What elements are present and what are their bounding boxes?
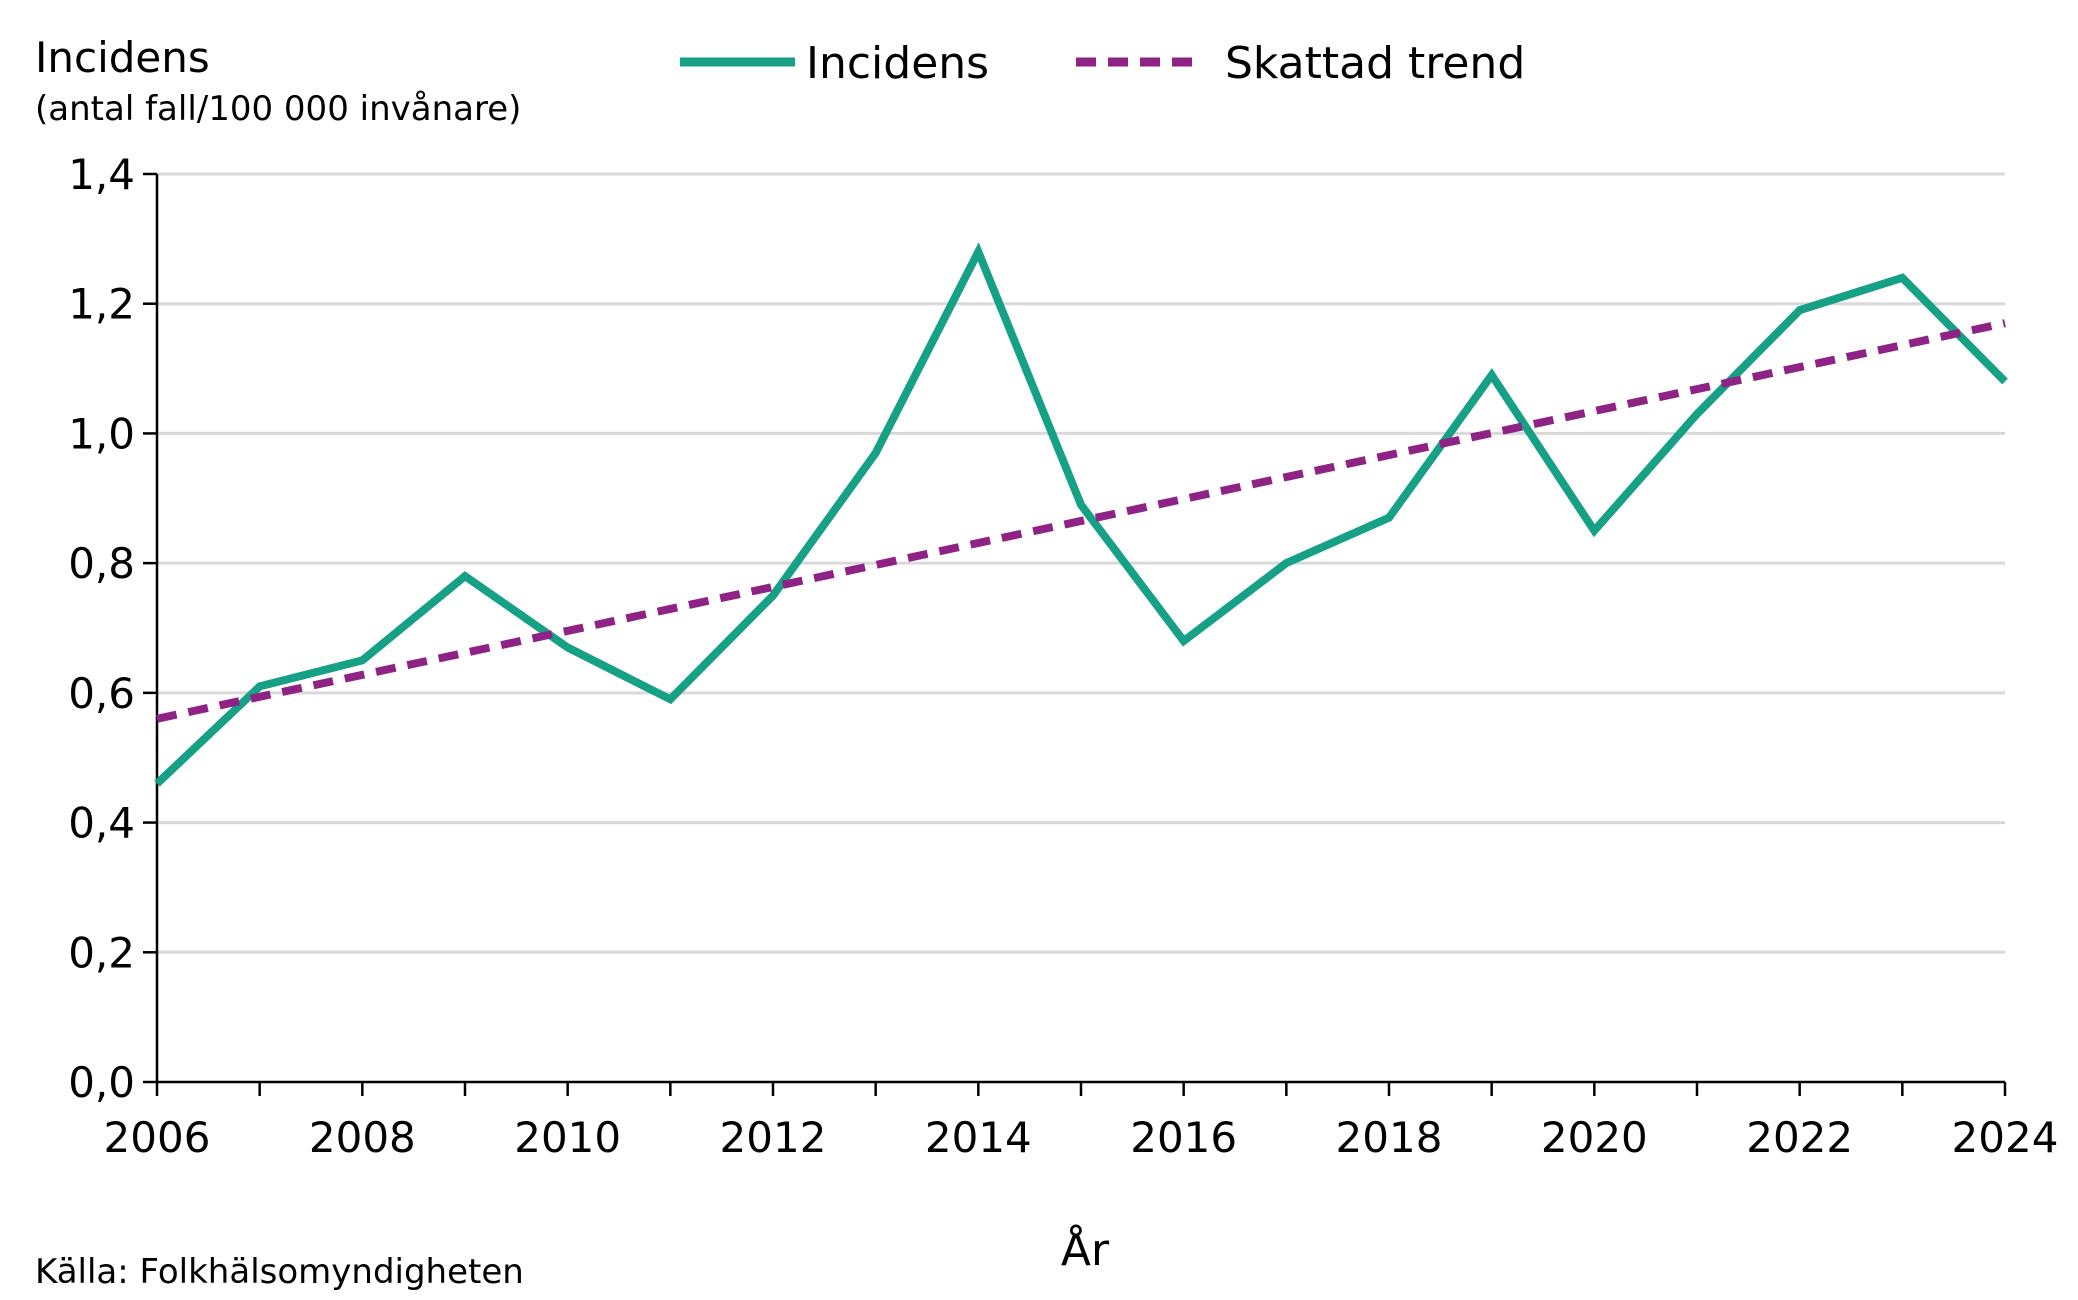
y-axis-ticks: 0,0 0,2 0,4 0,6 0,8 1,0 1,2 1,4 [68,150,157,1107]
x-tick-label-2: 2010 [514,1113,621,1162]
y-tick-label-2: 0,4 [68,799,135,848]
y-tick-label-4: 0,8 [68,539,135,588]
series-layer [154,242,2008,787]
x-tick-label-3: 2012 [720,1113,827,1162]
legend-label-incidens: Incidens [806,38,989,89]
y-tick-label-6: 1,2 [68,280,135,329]
gridlines [157,172,2005,954]
y-tick-label-1: 0,2 [68,928,135,977]
y-tick-label-7: 1,4 [68,150,135,199]
x-tick-label-1: 2008 [309,1113,416,1162]
source-note: Källa: Folkhälsomyndigheten [35,1252,524,1292]
x-tick-label-6: 2018 [1336,1113,1443,1162]
y-axis-title: Incidens [35,33,210,82]
y-axis-subtitle: (antal fall/100 000 invånare) [35,89,521,129]
x-tick-label-5: 2016 [1130,1113,1237,1162]
series-line-incidens [154,242,2008,787]
y-tick-label-0: 0,0 [68,1058,135,1107]
x-tick-label-7: 2020 [1541,1113,1648,1162]
x-tick-label-9: 2024 [1952,1113,2059,1162]
axes [155,174,2005,1084]
x-axis-title: År [1061,1223,1110,1276]
series-line-trend [156,319,2006,723]
legend-label-trend: Skattad trend [1225,38,1525,89]
x-tick-label-4: 2014 [925,1113,1032,1162]
y-tick-label-3: 0,6 [68,669,135,718]
legend: Incidens Skattad trend [680,38,1525,89]
y-tick-label-5: 1,0 [68,409,135,458]
x-tick-label-0: 2006 [104,1113,211,1162]
x-tick-label-8: 2022 [1746,1113,1853,1162]
x-axis-ticks: 2006 2008 2010 2012 2014 2016 2018 2020 2022 2024 [104,1082,2059,1162]
